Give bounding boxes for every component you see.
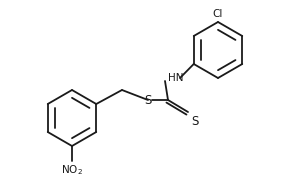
Text: S: S [144,93,152,107]
Text: S: S [191,115,198,128]
Text: HN: HN [168,73,183,83]
Text: NO$_2$: NO$_2$ [61,163,83,177]
Text: Cl: Cl [213,9,223,19]
